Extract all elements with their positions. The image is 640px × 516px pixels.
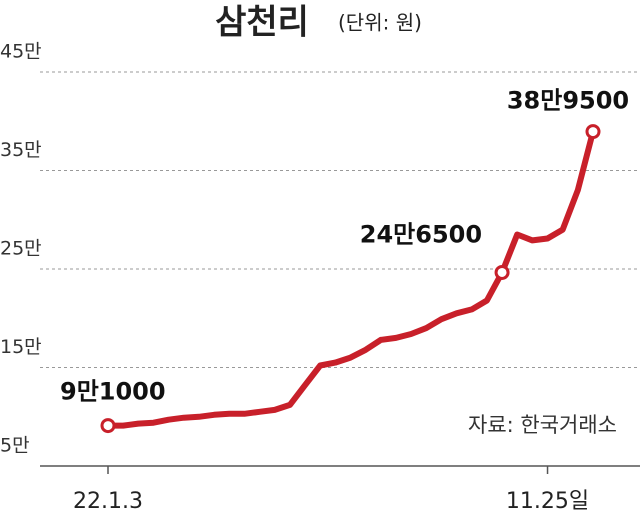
y-tick-label: 35만 bbox=[0, 139, 42, 161]
point-marker bbox=[100, 418, 116, 434]
y-tick-label: 15만 bbox=[0, 336, 42, 358]
chart-title: 삼천리 bbox=[215, 3, 309, 43]
point-marker bbox=[585, 124, 601, 140]
y-tick-label: 5만 bbox=[0, 435, 30, 457]
point-marker bbox=[494, 264, 510, 280]
value-label: 9만1000 bbox=[60, 378, 166, 406]
y-tick-label: 45만 bbox=[0, 41, 42, 63]
chart-subtitle: (단위: 원) bbox=[338, 11, 422, 35]
source: 자료: 한국거래소 bbox=[468, 413, 617, 437]
price-line bbox=[105, 128, 596, 429]
x-tick-label: 22.1.3 bbox=[73, 489, 143, 514]
value-label: 38만9500 bbox=[507, 87, 629, 115]
value-label: 24만6500 bbox=[360, 220, 482, 248]
y-tick-label: 25만 bbox=[0, 238, 42, 260]
x-tick-label: 11.25일 bbox=[506, 489, 589, 514]
